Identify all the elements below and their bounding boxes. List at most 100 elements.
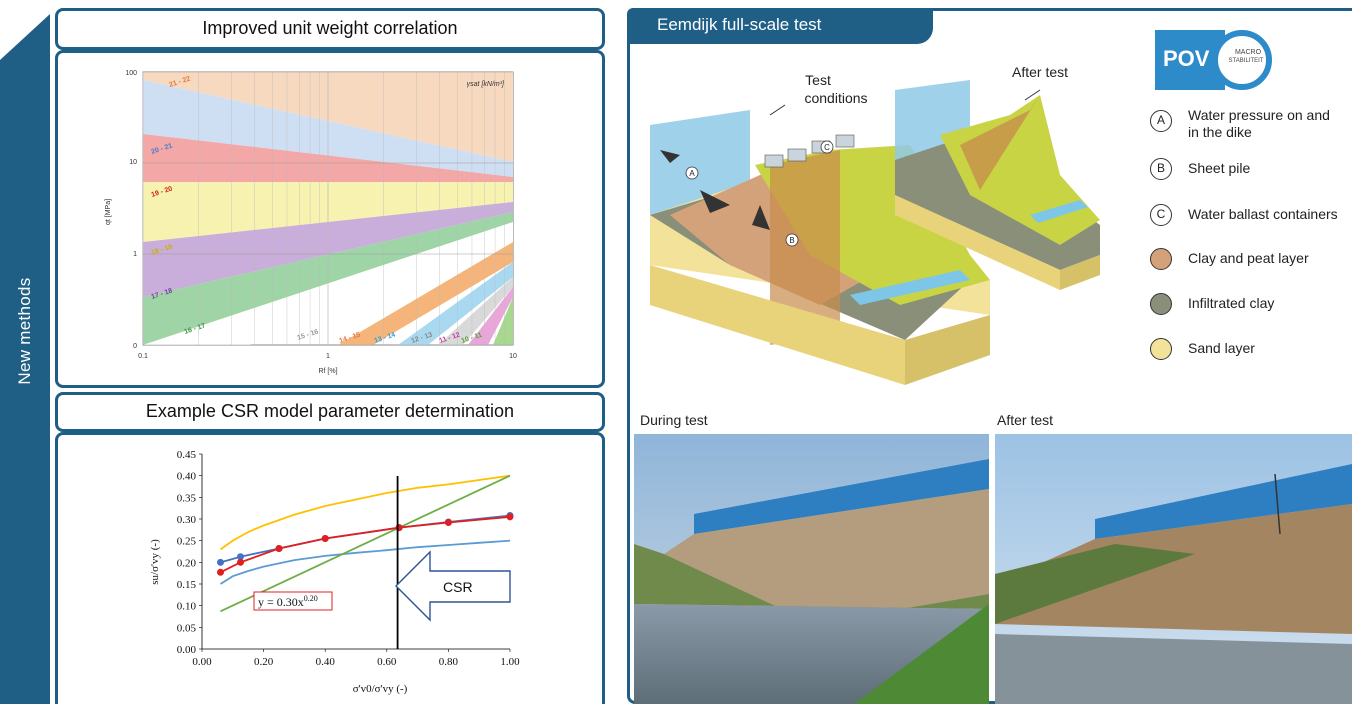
y-tick-label: 0.25: [177, 536, 197, 548]
container-2: [787, 148, 807, 162]
x-tick-10: 10: [509, 353, 517, 360]
block-side: [905, 315, 990, 385]
equation-text: y = 0.30x0.20: [258, 594, 318, 609]
water-arrows: [660, 150, 770, 230]
y-tick-label: 0.20: [177, 557, 197, 569]
ditch: [850, 270, 970, 305]
legend-infiltrated-clay-label: Infiltrated clay: [1188, 295, 1275, 311]
marker-a-label: A: [689, 169, 695, 178]
x-tick-label: 0.80: [439, 656, 459, 668]
y-tick-1: 1: [133, 251, 137, 258]
legend-clay-peat-label: Clay and peat layer: [1188, 250, 1309, 266]
data-point: [275, 544, 283, 552]
after-block-side: [1060, 255, 1100, 290]
bottom-panel-header: [55, 392, 605, 432]
block-front: [650, 265, 905, 385]
y-tick-label: 0.35: [177, 492, 197, 504]
after-test-photo: [995, 434, 1352, 704]
marker-a: [685, 166, 699, 180]
band: [438, 277, 513, 345]
x-tick-label: 0.60: [377, 656, 397, 668]
marker-b: [785, 233, 799, 247]
berm: [634, 544, 989, 624]
equation-base: y = 0.30x: [258, 595, 304, 609]
y-tick-0: 0: [133, 343, 137, 350]
ditch-water: [995, 634, 1352, 704]
data-point: [444, 518, 452, 526]
csr-arrow: [395, 550, 511, 622]
y-tick-label: 0.05: [177, 622, 197, 634]
x-tick-1: 1: [326, 353, 330, 360]
band: [468, 287, 513, 345]
y-tick-label: 0.40: [177, 471, 197, 483]
clay-peat-swatch: [1150, 248, 1172, 270]
dike-slope: [664, 489, 989, 624]
y-tick-100: 100: [125, 70, 137, 77]
legend-b-label: Sheet pile: [1188, 160, 1251, 176]
pov-logo-text: POV: [1163, 46, 1210, 71]
equation-box: [253, 591, 333, 611]
x-axis-label: Rf [%]: [318, 368, 337, 375]
after-block-front: [895, 195, 1060, 290]
grass-slope: [995, 544, 1195, 624]
after-test-top-label: After test: [1012, 64, 1068, 80]
x-tick-label: 0.40: [316, 656, 336, 668]
series-line: [219, 474, 511, 551]
test-conditions-pointer: [769, 104, 786, 116]
legend-c-circle: C: [1150, 204, 1172, 226]
band: [493, 297, 513, 345]
water-body: [650, 110, 750, 215]
top-panel-header: [55, 8, 605, 50]
data-point: [237, 558, 244, 566]
dike-diagram: A B C Test conditions After test: [650, 64, 1100, 385]
legend-a-circle: A: [1150, 110, 1172, 132]
after-test-pointer: [1024, 89, 1041, 101]
csr-y-label: su/σ'vy (-): [149, 539, 161, 585]
arrow-1: [660, 150, 680, 163]
arrow-3: [752, 205, 770, 230]
data-point: [321, 535, 329, 542]
during-test-caption: During test: [640, 412, 708, 428]
csr-x-label: σ'v0/σ'vy (-): [353, 683, 408, 695]
left-side-banner: [0, 14, 50, 704]
arrow-2: [700, 190, 730, 213]
csr-arrow-label: CSR: [443, 579, 473, 595]
test-conditions-label-1: Test: [805, 72, 831, 88]
failed-dike: [995, 504, 1352, 634]
pov-logo-ring: [1212, 30, 1272, 90]
top-panel-title: Improved unit weight correlation: [202, 18, 458, 38]
series-line: [220, 514, 511, 564]
x-tick-label: 0.20: [254, 656, 274, 668]
y-tick-label: 0.10: [177, 601, 197, 613]
container-4: [835, 134, 855, 148]
y-axis-label: qt [MPa]: [105, 199, 112, 225]
marker-c: [820, 140, 834, 154]
infiltrated-clay-swatch: [1150, 293, 1172, 315]
after-test-caption: After test: [997, 412, 1054, 428]
equation-exponent: 0.20: [304, 594, 318, 603]
legend-symbol: γsat [kN/m³]: [467, 81, 505, 88]
new-methods-label: New methods: [15, 277, 34, 385]
x-tick-label: 0.00: [192, 656, 212, 668]
data-point: [216, 558, 224, 566]
x-tick-label: 1.00: [500, 656, 520, 668]
test-conditions-label-2: conditions: [804, 90, 867, 106]
y-tick-10: 10: [129, 159, 137, 166]
pov-logo-sub-1: MACRO: [1234, 49, 1262, 56]
bottom-panel-title: Example CSR model parameter determinatio…: [145, 401, 515, 421]
y-tick-label: 0.45: [177, 449, 197, 461]
sand-swatch: [1150, 338, 1172, 360]
pov-logo-sub-2: STABILITEIT: [1228, 58, 1264, 64]
x-tick-0.1: 0.1: [138, 353, 148, 360]
data-point: [237, 553, 244, 561]
legend-a-line2: in the dike: [1188, 124, 1252, 140]
y-tick-label: 0.00: [177, 644, 197, 656]
data-point: [506, 513, 514, 521]
data-point: [395, 524, 403, 532]
legend-c-label: Water ballast containers: [1188, 206, 1338, 222]
eemdijk-tab: Eemdijk full-scale test: [627, 8, 933, 44]
band: [338, 242, 513, 345]
csr-chart-frame: [55, 432, 605, 704]
